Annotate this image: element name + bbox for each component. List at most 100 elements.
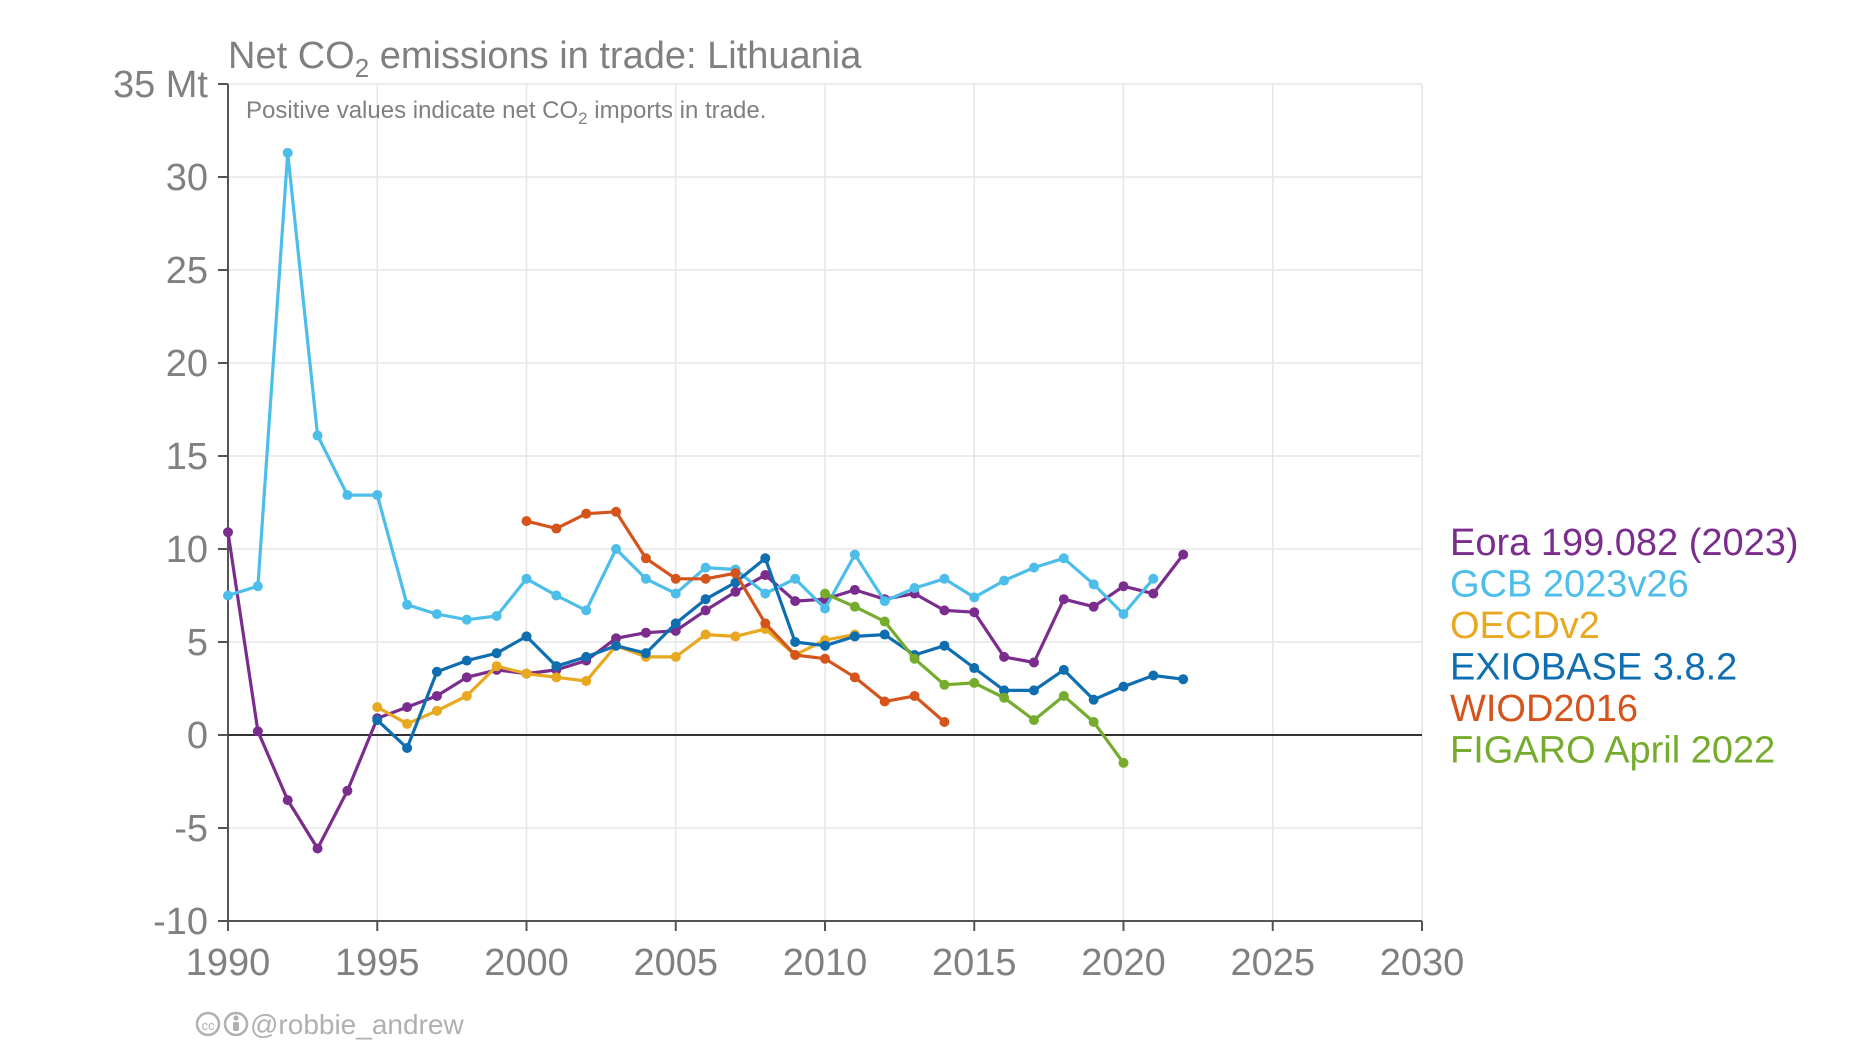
- grid: [228, 83, 1423, 922]
- x-tick-label: 2025: [1230, 942, 1315, 984]
- data-point: [879, 696, 890, 707]
- data-point: [790, 573, 801, 584]
- series-1: [223, 147, 1159, 625]
- data-point: [491, 661, 502, 672]
- x-tick-label: 2015: [932, 942, 1017, 984]
- data-point: [849, 672, 860, 683]
- data-point: [640, 627, 651, 638]
- data-point: [312, 430, 323, 441]
- data-point: [760, 618, 771, 629]
- data-point: [700, 605, 711, 616]
- series-4: [521, 506, 950, 727]
- data-point: [700, 594, 711, 605]
- data-point: [521, 631, 532, 642]
- y-tick-label: 5: [187, 622, 208, 664]
- data-point: [342, 785, 353, 796]
- x-tick-label: 2020: [1081, 942, 1166, 984]
- data-point: [1148, 670, 1159, 681]
- data-point: [640, 573, 651, 584]
- data-point: [223, 527, 233, 538]
- legend: Eora 199.082 (2023)GCB 2023v26OECDv2EXIO…: [1450, 522, 1799, 772]
- data-point: [491, 648, 502, 659]
- data-point: [760, 570, 771, 581]
- data-point: [939, 573, 950, 584]
- data-point: [969, 677, 980, 688]
- data-point: [611, 640, 622, 651]
- data-point: [521, 573, 532, 584]
- data-point: [223, 590, 233, 601]
- data-point: [730, 631, 741, 642]
- data-point: [700, 629, 711, 640]
- data-point: [820, 640, 830, 651]
- data-point: [431, 705, 442, 716]
- data-point: [879, 616, 890, 627]
- data-point: [1058, 664, 1069, 675]
- series-group: [223, 147, 1189, 854]
- data-point: [611, 544, 622, 554]
- y-tick-label: -5: [174, 808, 208, 850]
- data-point: [1058, 594, 1069, 605]
- y-tick-label: 10: [166, 529, 208, 571]
- data-point: [849, 631, 860, 642]
- y-tick-label: 20: [166, 343, 208, 385]
- credit-text: @robbie_andrew: [250, 1009, 464, 1040]
- data-point: [849, 549, 860, 560]
- series-line: [526, 510, 946, 724]
- data-point: [431, 666, 442, 677]
- y-tick-label: 25: [166, 250, 208, 292]
- data-point: [1118, 581, 1129, 592]
- data-point: [999, 575, 1010, 586]
- data-point: [939, 605, 950, 616]
- x-tick-label: 2000: [484, 942, 569, 984]
- y-tick-label: 35 Mt: [113, 64, 208, 106]
- data-point: [1148, 588, 1159, 599]
- by-icon: [223, 1011, 249, 1037]
- data-point: [939, 640, 950, 651]
- data-point: [342, 490, 353, 501]
- legend-entry: GCB 2023v26: [1450, 564, 1689, 606]
- data-point: [1178, 549, 1189, 560]
- data-point: [461, 672, 472, 683]
- data-point: [551, 590, 562, 601]
- data-point: [372, 715, 383, 726]
- data-point: [461, 690, 472, 701]
- data-point: [1088, 601, 1099, 612]
- data-point: [521, 516, 532, 527]
- data-point: [551, 523, 562, 534]
- data-point: [670, 625, 681, 636]
- data-point: [909, 583, 920, 594]
- data-point: [491, 610, 502, 621]
- data-point: [730, 586, 741, 597]
- data-point: [431, 690, 442, 701]
- data-point: [431, 609, 442, 620]
- data-point: [1088, 716, 1099, 727]
- data-point: [1178, 674, 1189, 685]
- data-point: [372, 490, 383, 501]
- data-point: [969, 607, 980, 618]
- data-point: [760, 588, 771, 599]
- data-point: [1028, 657, 1039, 668]
- credit: cc @robbie_andrew: [195, 1009, 464, 1040]
- x-tick-label: 1990: [186, 942, 271, 984]
- data-point: [999, 651, 1010, 662]
- chart-subtitle-subscript: 2: [578, 109, 587, 128]
- data-point: [820, 588, 830, 599]
- data-point: [969, 663, 980, 674]
- series-0: [223, 527, 1189, 854]
- data-point: [282, 147, 293, 158]
- data-point: [581, 651, 592, 662]
- data-point: [939, 679, 950, 690]
- data-point: [999, 685, 1010, 696]
- data-point: [670, 588, 681, 599]
- data-point: [402, 702, 413, 713]
- data-point: [402, 718, 413, 729]
- data-point: [820, 653, 830, 664]
- legend-entry: OECDv2: [1450, 605, 1600, 647]
- x-tick-label: 2010: [783, 942, 868, 984]
- legend-entry: FIGARO April 2022: [1450, 730, 1775, 772]
- data-point: [1028, 685, 1039, 696]
- legend-entry: WIOD2016: [1450, 688, 1638, 730]
- data-point: [461, 614, 472, 625]
- data-point: [939, 716, 950, 727]
